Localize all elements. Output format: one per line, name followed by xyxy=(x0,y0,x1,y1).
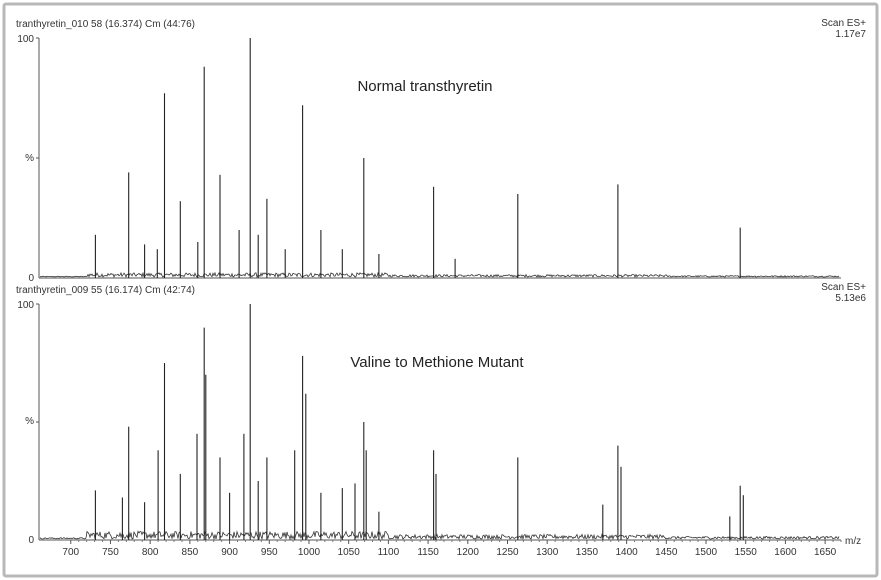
x-tick-label: 1050 xyxy=(338,547,361,558)
x-tick-label: 1300 xyxy=(536,547,559,558)
x-axis-label: m/z xyxy=(845,536,861,547)
y-tick-label-max: 100 xyxy=(17,300,34,311)
x-tick-label: 750 xyxy=(102,547,119,558)
panel-header-right-1: Scan ES+ xyxy=(821,282,866,293)
spectrum-panel-mutant: tranthyretin_009 55 (16.174) Cm (42:74) … xyxy=(16,282,866,558)
x-tick-label: 1350 xyxy=(576,547,599,558)
y-tick-label-min: 0 xyxy=(28,273,34,284)
x-tick-label: 1600 xyxy=(774,547,797,558)
peak-group xyxy=(94,304,744,540)
x-tick-label: 1200 xyxy=(457,547,480,558)
x-tick-label: 900 xyxy=(221,547,238,558)
y-axis-label: % xyxy=(25,153,34,164)
x-tick-label: 1550 xyxy=(735,547,758,558)
x-tick-label: 1500 xyxy=(695,547,718,558)
panel-header-right-2: 5.13e6 xyxy=(835,293,866,304)
panel-header-right-2: 1.17e7 xyxy=(835,29,866,40)
panel-header-left: tranthyretin_010 58 (16.374) Cm (44:76) xyxy=(16,19,195,30)
spectrum-trace xyxy=(39,271,840,279)
peak-group xyxy=(94,38,741,278)
x-tick-group: 700 750 800 850 900 950 1000 1050 1100 1150 1200 12… xyxy=(62,540,842,558)
y-tick-label-max: 100 xyxy=(17,34,34,45)
chart-title: Valine to Methione Mutant xyxy=(350,354,524,371)
panel-header-right-1: Scan ES+ xyxy=(821,18,866,29)
x-tick-label: 950 xyxy=(261,547,278,558)
x-tick-label: 800 xyxy=(142,547,159,558)
y-axis-label: % xyxy=(25,416,34,427)
x-tick-label: 1150 xyxy=(417,547,439,558)
x-tick-label: 700 xyxy=(62,547,79,558)
panel-header-left: tranthyretin_009 55 (16.174) Cm (42:74) xyxy=(16,285,195,296)
x-tick-label: 850 xyxy=(182,547,199,558)
spectrum-trace xyxy=(39,530,840,541)
x-tick-label: 1000 xyxy=(298,547,321,558)
x-tick-label: 1450 xyxy=(655,547,678,558)
x-tick-label: 1100 xyxy=(378,547,400,558)
chart-title: Normal transthyretin xyxy=(357,78,492,95)
y-tick-label-min: 0 xyxy=(28,535,34,546)
x-tick-label: 1400 xyxy=(615,547,638,558)
spectrum-panel-normal: tranthyretin_010 58 (16.374) Cm (44:76) … xyxy=(16,18,866,284)
x-tick-label: 1250 xyxy=(496,547,519,558)
x-tick-label: 1650 xyxy=(814,547,837,558)
